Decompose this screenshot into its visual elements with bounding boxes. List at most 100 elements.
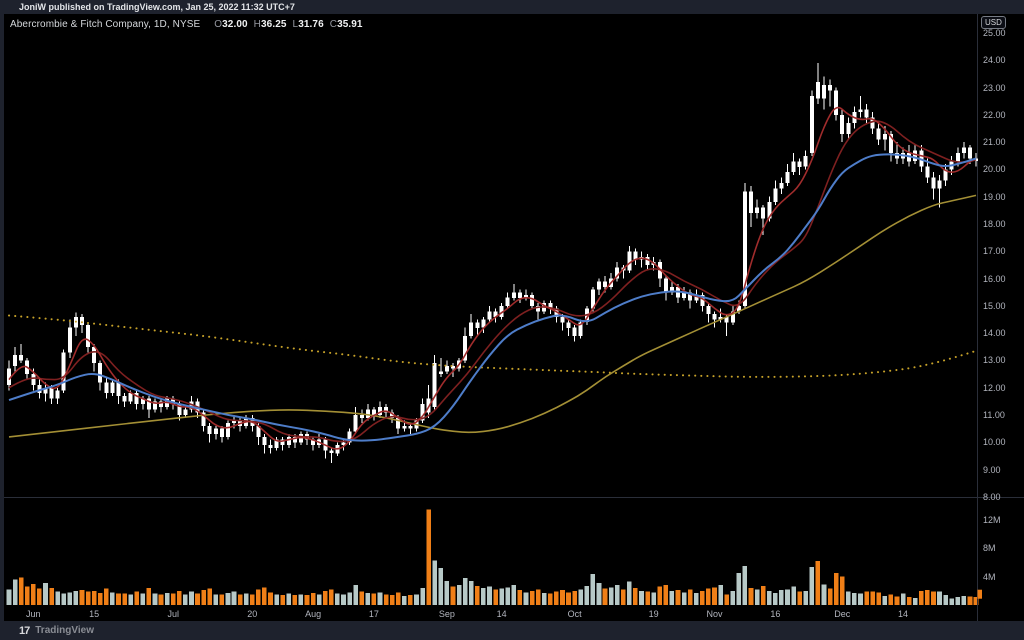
volume-bar (475, 585, 480, 605)
candle-body (61, 352, 66, 391)
candle-body (146, 398, 151, 410)
candle-body (931, 177, 936, 189)
close-label: C (329, 19, 338, 30)
volume-bar (572, 590, 577, 605)
volume-bar (663, 585, 669, 605)
ma-blue (8, 153, 977, 442)
candle-body (134, 393, 139, 405)
candle-body (347, 431, 352, 443)
volume-bar (505, 587, 510, 605)
volume-bar (225, 593, 231, 605)
price-tick-label: 25.00 (983, 28, 1006, 38)
volume-bar (310, 593, 316, 605)
candle-body (712, 314, 717, 320)
high-label: H (253, 19, 261, 30)
ohlc-values: O32.00 H36.25 L31.76 C35.91 (208, 19, 362, 30)
candle-body (86, 325, 91, 347)
candle-body (213, 428, 218, 435)
volume-bar (694, 593, 699, 605)
volume-bar (274, 594, 279, 605)
volume-bar (961, 595, 967, 605)
volume-bar (31, 583, 36, 605)
candle-body (645, 256, 650, 265)
volume-bar (323, 590, 328, 605)
candle-body (688, 292, 693, 301)
volume-bar (852, 593, 857, 605)
candle-body (578, 322, 583, 336)
volume-bar (809, 566, 815, 605)
candle-body (785, 172, 790, 184)
volume-bar (773, 593, 778, 605)
candle-body (590, 289, 595, 309)
symbol-title[interactable]: Abercrombie & Fitch Company, 1D, NYSE (10, 19, 201, 30)
candle-body (311, 439, 316, 446)
time-tick-label: Dec (834, 609, 851, 619)
price-tick-label: 19.00 (983, 191, 1006, 202)
volume-bar (128, 594, 133, 605)
volume-bar (621, 589, 626, 605)
candle-body (408, 426, 413, 429)
candle-body (828, 84, 833, 91)
price-tick-label: 13.00 (983, 355, 1006, 366)
volume-bar (767, 590, 772, 605)
candle-body (882, 134, 887, 140)
time-tick-label: 17 (368, 609, 379, 619)
volume-bar (718, 585, 723, 605)
time-tick-label: 14 (496, 609, 507, 619)
volume-bar (414, 594, 419, 605)
candle-body (104, 382, 109, 394)
volume-bar (79, 590, 85, 605)
currency-chip: USD (981, 16, 1006, 29)
volume-bar (420, 588, 425, 605)
volume-bar (584, 585, 590, 605)
volume-bar (529, 590, 535, 605)
tradingview-brand[interactable]: TradingView (35, 625, 94, 636)
volume-bar (243, 593, 249, 605)
candle-body (974, 158, 978, 162)
volume-bar (146, 588, 152, 605)
symbol-legend[interactable]: Abercrombie & Fitch Company, 1D, NYSE O32… (10, 19, 363, 30)
time-tick-label: Sep (438, 609, 455, 619)
price-tick-label: 11.00 (983, 410, 1005, 421)
candle-body (365, 409, 370, 418)
candle-body (280, 439, 285, 446)
volume-bar (906, 597, 912, 605)
volume-bar (43, 583, 48, 605)
tradingview-logo-icon[interactable]: 17 (19, 624, 30, 637)
volume-bar (207, 588, 212, 605)
price-tick-label: 17.00 (983, 246, 1006, 257)
volume-bar (633, 588, 638, 605)
volume-bar (134, 591, 139, 605)
candle-body (31, 374, 36, 385)
candle-body (548, 303, 553, 309)
volume-bar (937, 591, 942, 605)
volume-tick-label: 12M (983, 515, 1001, 526)
candle-body (262, 436, 267, 446)
volume-bar (487, 586, 492, 605)
volume-bar (499, 588, 504, 605)
volume-bar (493, 589, 498, 605)
volume-bar (590, 573, 596, 605)
volume-bar (760, 585, 766, 605)
candle-body (189, 401, 194, 410)
volume-bar (201, 590, 206, 605)
open-value: 32.00 (222, 19, 248, 30)
volume-bar (55, 591, 60, 605)
volume-bar (700, 590, 705, 605)
candle-body (840, 114, 845, 134)
candle-body (663, 278, 668, 293)
volume-bar (554, 591, 559, 605)
volume-bar (827, 588, 833, 605)
volume-bar (651, 592, 656, 605)
ma-red-fast (8, 106, 977, 450)
candle-body (396, 417, 401, 429)
volume-bar (347, 592, 352, 605)
close-value: 35.91 (337, 19, 363, 30)
candle-body (943, 169, 948, 181)
volume-bar (645, 591, 650, 605)
volume-bar (371, 593, 377, 605)
publish-banner-text: JoniW published on TradingView.com, Jan … (19, 2, 295, 12)
volume-last-value-marker (977, 589, 982, 599)
